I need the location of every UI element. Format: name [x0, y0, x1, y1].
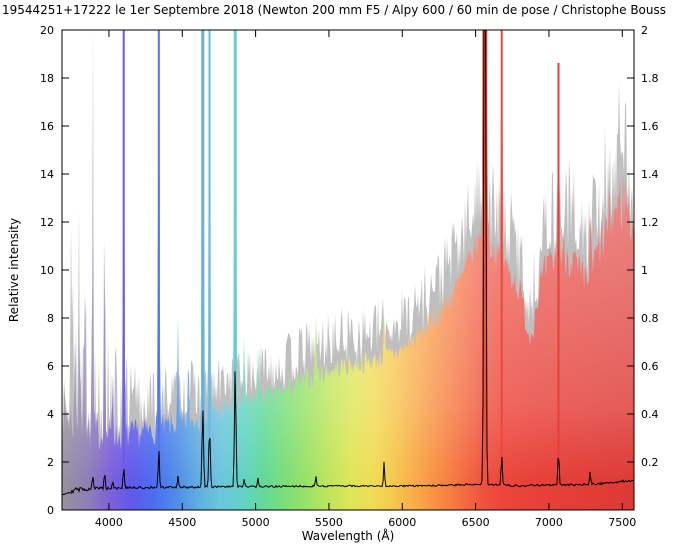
emission-line-stripe — [233, 30, 237, 510]
emission-line-stripe — [201, 30, 205, 510]
x-tick-label: 5500 — [315, 516, 343, 529]
y-left-tick-label: 20 — [40, 24, 54, 37]
y-right-tick-label: 2 — [641, 24, 648, 37]
y-right-tick-label: 1.8 — [641, 72, 659, 85]
plot-area — [62, 30, 634, 510]
y-left-tick-label: 2 — [47, 456, 54, 469]
y-left-tick-label: 6 — [47, 360, 54, 373]
x-tick-label: 6500 — [462, 516, 490, 529]
y-left-tick-label: 4 — [47, 408, 54, 421]
y-left-tick-label: 12 — [40, 216, 54, 229]
chart-title: 19544251+17222 le 1er Septembre 2018 (Ne… — [2, 3, 667, 17]
y-right-tick-label: 0.2 — [641, 456, 659, 469]
y-left-tick-label: 14 — [40, 168, 54, 181]
emission-line-stripe — [500, 30, 503, 510]
x-tick-label: 4000 — [95, 516, 123, 529]
y-left-tick-label: 0 — [47, 504, 54, 517]
y-right-tick-label: 1.4 — [641, 168, 659, 181]
black-spectrum-line — [62, 30, 634, 496]
emission-line-stripe — [482, 30, 488, 510]
x-tick-label: 5000 — [242, 516, 270, 529]
y-right-tick-label: 1.6 — [641, 120, 659, 133]
emission-line-stripe — [122, 30, 125, 510]
y-left-tick-label: 16 — [40, 120, 54, 133]
emission-line-stripe — [208, 30, 211, 510]
x-tick-label: 7000 — [535, 516, 563, 529]
y-left-tick-label: 18 — [40, 72, 54, 85]
y-right-tick-label: 0.4 — [641, 408, 659, 421]
y-axis-label: Relative intensity — [7, 217, 21, 323]
y-right-tick-label: 0.6 — [641, 360, 659, 373]
x-axis-label: Wavelength (Å) — [301, 529, 395, 543]
x-tick-label: 4500 — [168, 516, 196, 529]
spectrum-fade-overlay — [62, 30, 634, 510]
y-left-tick-label: 10 — [40, 264, 54, 277]
y-right-tick-label: 1.2 — [641, 216, 659, 229]
y-right-tick-label: 0.8 — [641, 312, 659, 325]
y-left-tick-label: 8 — [47, 312, 54, 325]
x-tick-label: 6000 — [388, 516, 416, 529]
x-tick-label: 7500 — [608, 516, 636, 529]
emission-line-stripe — [557, 63, 560, 510]
y-right-tick-label: 1 — [641, 264, 648, 277]
emission-line-stripe — [157, 30, 160, 510]
